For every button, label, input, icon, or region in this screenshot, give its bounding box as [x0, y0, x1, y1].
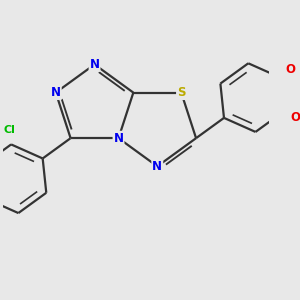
- Text: N: N: [152, 160, 162, 173]
- Text: S: S: [177, 86, 185, 99]
- Text: Cl: Cl: [4, 125, 16, 135]
- Text: N: N: [113, 132, 124, 145]
- Text: N: N: [51, 86, 61, 99]
- Text: O: O: [291, 111, 300, 124]
- Text: N: N: [90, 58, 100, 71]
- Text: O: O: [286, 63, 296, 76]
